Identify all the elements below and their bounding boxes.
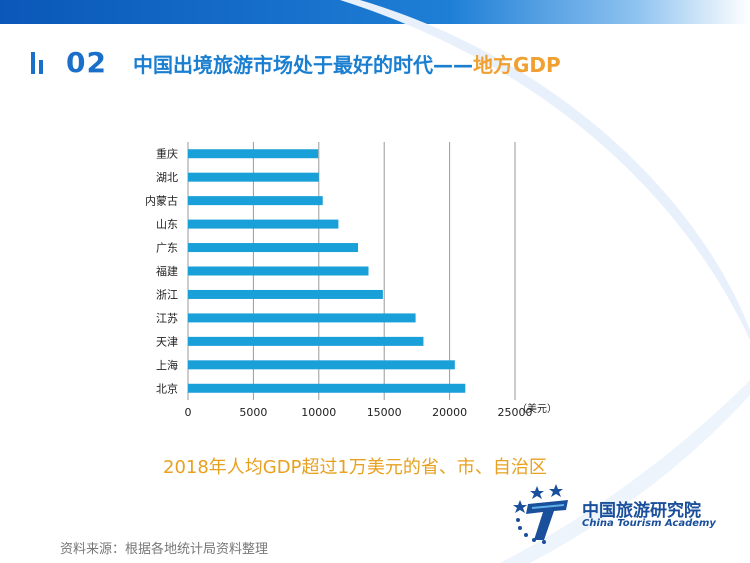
category-label: 江苏 [156, 312, 178, 325]
category-label: 北京 [156, 381, 178, 395]
bar [188, 289, 383, 299]
x-axis-unit-label: （美元） [517, 402, 557, 415]
x-tick-label: 25000 [498, 406, 533, 419]
category-label: 福建 [156, 264, 178, 278]
bar [188, 383, 466, 393]
gdp-bar-chart: 0 5000 10000 15000 20000 25000（美元） 重庆湖北内蒙古山东广东… [145, 142, 557, 419]
bar [188, 360, 455, 370]
bar [188, 149, 319, 159]
bar [188, 336, 424, 346]
bar [188, 243, 359, 253]
x-tick-label: 10000 [301, 406, 336, 419]
title-accent: 地方GDP [473, 53, 561, 77]
category-label: 天津 [156, 335, 178, 348]
category-label: 浙江 [156, 288, 178, 301]
category-label: 内蒙古 [145, 194, 178, 208]
title-main: 中国出境旅游市场处于最好的时代—— [133, 53, 473, 77]
category-label: 重庆 [156, 147, 178, 161]
page-title: 中国出境旅游市场处于最好的时代——地方GDP [133, 49, 561, 78]
source-note: 资料来源：根据各地统计局资料整理 [60, 542, 269, 557]
x-tick-label: 0 [185, 406, 192, 419]
category-label: 上海 [156, 358, 178, 372]
academy-logo: 中国旅游研究院 China Tourism Academy [510, 478, 730, 548]
category-label: 山东 [156, 218, 178, 231]
section-number: 02 [66, 46, 107, 79]
chart-subtitle: 2018年人均GDP超过1万美元的省、市、自治区 [163, 457, 547, 478]
bar [188, 266, 369, 276]
logo-emblem-icon [513, 484, 568, 544]
x-tick-label: 15000 [367, 406, 402, 419]
x-tick-label: 20000 [432, 406, 467, 419]
bar [188, 196, 323, 206]
logo-english-name: China Tourism Academy [582, 518, 716, 529]
top-banner [0, 0, 750, 24]
bar [188, 313, 416, 323]
x-tick-label: 5000 [239, 406, 267, 419]
category-label: 广东 [156, 242, 178, 255]
category-label: 湖北 [156, 171, 178, 184]
bar [188, 172, 319, 182]
logo-chinese-name: 中国旅游研究院 [582, 501, 701, 521]
bar [188, 219, 339, 229]
